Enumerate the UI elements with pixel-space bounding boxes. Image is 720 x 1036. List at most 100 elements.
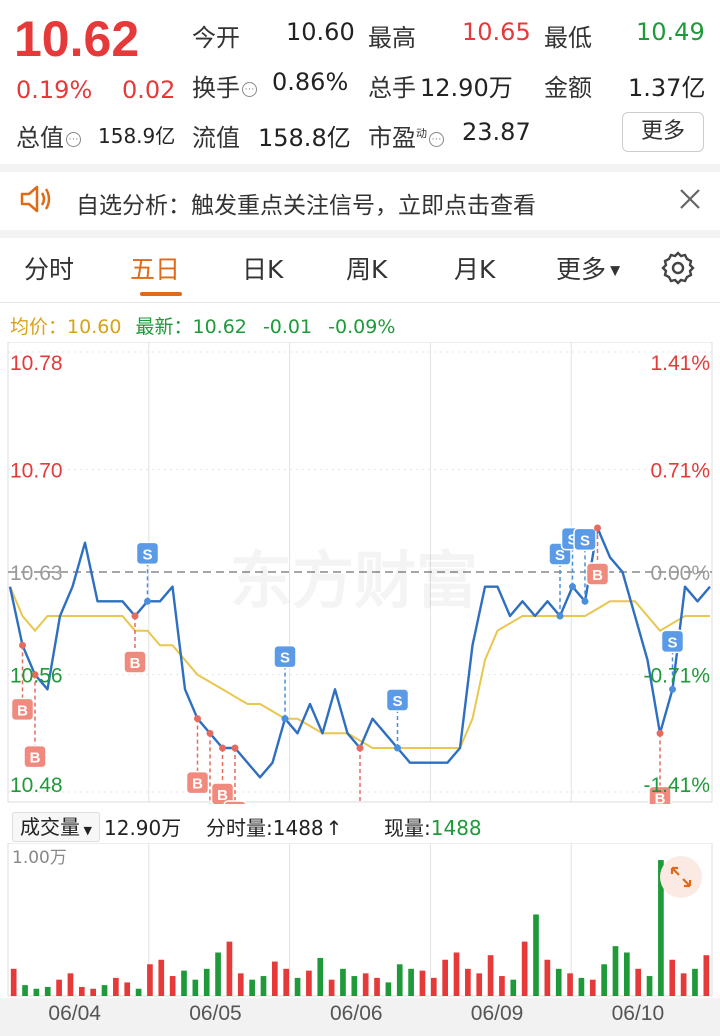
volume-bar — [192, 979, 199, 996]
market-cap-value: 158.9亿 — [98, 124, 176, 148]
svg-text:S: S — [280, 650, 290, 667]
volume-bar — [374, 977, 380, 996]
change-amount: 0.02 — [122, 76, 176, 104]
market-cap-label: 总值 ⋯ — [16, 118, 81, 153]
trade-point — [556, 612, 564, 620]
tab-more[interactable]: 更多 ▼ — [556, 255, 621, 284]
volume-bar — [385, 982, 392, 996]
volume-chart[interactable]: 1.00万 — [0, 843, 720, 998]
volume-bar — [453, 952, 460, 996]
expand-icon[interactable] — [660, 856, 702, 898]
high-value: 10.65 — [462, 18, 531, 46]
tab-monthly-k[interactable]: 月K — [454, 255, 496, 284]
tab-weekly-k[interactable]: 周K — [346, 255, 388, 284]
volume-bar — [589, 979, 596, 996]
svg-text:B: B — [192, 776, 203, 793]
volume-bar — [544, 959, 551, 996]
trade-point — [656, 729, 664, 737]
date-label: 06/10 — [611, 1002, 665, 1025]
float-cap-value: 158.8亿 — [258, 124, 351, 152]
volume-bar — [237, 973, 244, 996]
volume-bar — [147, 964, 153, 996]
amount-label: 金额 — [544, 74, 592, 102]
more-quote-button[interactable]: 更多 — [622, 112, 704, 152]
volume-bar — [396, 964, 403, 996]
info-icon[interactable]: ⋯ — [429, 131, 444, 147]
trade-point — [394, 744, 401, 752]
trade-point — [131, 612, 139, 620]
price-chart[interactable]: 东方财富 SSSSSSSBBBBBBBBBB 10.781.41%10.700.… — [0, 342, 720, 804]
svg-text:S: S — [555, 547, 565, 564]
info-icon[interactable]: ⋯ — [242, 81, 257, 97]
buy-marker: B — [210, 782, 235, 804]
section-divider — [0, 164, 720, 172]
volume-label-button[interactable]: 成交量 ▼ — [12, 812, 100, 842]
volume-bar — [351, 976, 358, 996]
volume-bar — [521, 941, 528, 996]
volume-total: 12.90万 — [104, 816, 182, 840]
volume-bar — [203, 968, 210, 996]
active-tab-indicator — [140, 292, 182, 296]
date-label: 06/09 — [470, 1002, 524, 1025]
volume-bar — [703, 955, 710, 996]
date-axis: 06/04 06/05 06/06 06/09 06/10 — [0, 998, 720, 1036]
trade-point — [581, 597, 589, 605]
volume-bar — [510, 979, 517, 996]
average-price-line — [9, 586, 710, 749]
volume-scale-label: 1.00万 — [12, 848, 67, 868]
arrow-up-icon: ↑ — [325, 816, 343, 840]
buy-marker: B — [648, 785, 672, 804]
volume-bar — [272, 961, 278, 996]
volume-bar — [578, 977, 585, 996]
tick-volume: 分时量:1488 ↑ — [206, 816, 343, 840]
tab-five-day[interactable]: 五日 — [130, 255, 181, 284]
close-icon[interactable] — [678, 187, 702, 211]
info-icon[interactable]: ⋯ — [66, 131, 81, 147]
date-label: 06/06 — [330, 1002, 383, 1025]
volume-bar — [612, 946, 619, 996]
svg-text:S: S — [667, 634, 677, 651]
volume-bar — [306, 970, 312, 996]
gear-icon[interactable] — [660, 250, 696, 286]
pe-value: 23.87 — [462, 118, 531, 146]
low-label: 最低 — [544, 24, 592, 52]
volume-bar — [90, 988, 96, 996]
volume-bar — [283, 968, 290, 996]
volume-bar — [44, 986, 51, 996]
high-label: 最高 — [368, 24, 416, 52]
volume-bar — [487, 955, 494, 996]
svg-text:B: B — [217, 787, 228, 804]
trade-point — [594, 524, 601, 532]
volume-bar — [658, 860, 664, 996]
sell-marker: S — [273, 644, 297, 669]
svg-text:B: B — [17, 702, 28, 719]
y-right-tick-label: -1.41% — [643, 774, 710, 797]
alert-banner-text[interactable]: 自选分析：触发重点关注信号，立即点击查看 — [76, 193, 536, 219]
open-label: 今开 — [192, 24, 240, 52]
trade-point — [669, 685, 676, 693]
turnover-value: 0.86% — [272, 68, 349, 96]
section-divider — [0, 230, 720, 238]
float-cap-label: 流值 — [192, 124, 240, 152]
volume-bar — [10, 968, 17, 996]
volume-bar — [601, 964, 607, 996]
tab-intraday[interactable]: 分时 — [24, 255, 75, 284]
volume-bar — [78, 986, 85, 996]
volume-bar — [215, 952, 221, 996]
volume-bar — [67, 973, 74, 996]
buy-marker: B — [585, 562, 610, 586]
y-left-tick-label: 10.70 — [10, 459, 63, 482]
svg-text:S: S — [580, 532, 590, 549]
trade-point — [144, 597, 151, 605]
pe-label: 市盈动 ⋯ — [368, 118, 444, 153]
svg-text:B: B — [655, 790, 666, 804]
volume-bar — [567, 973, 573, 996]
volume-bar — [646, 976, 653, 996]
y-left-tick-label: 10.78 — [10, 352, 63, 375]
buy-marker: B — [10, 697, 35, 722]
tab-daily-k[interactable]: 日K — [242, 255, 284, 284]
volume-bar — [476, 973, 483, 996]
trade-point — [231, 744, 239, 752]
date-label: 06/04 — [48, 1002, 101, 1025]
watermark: 东方财富 — [230, 544, 478, 617]
